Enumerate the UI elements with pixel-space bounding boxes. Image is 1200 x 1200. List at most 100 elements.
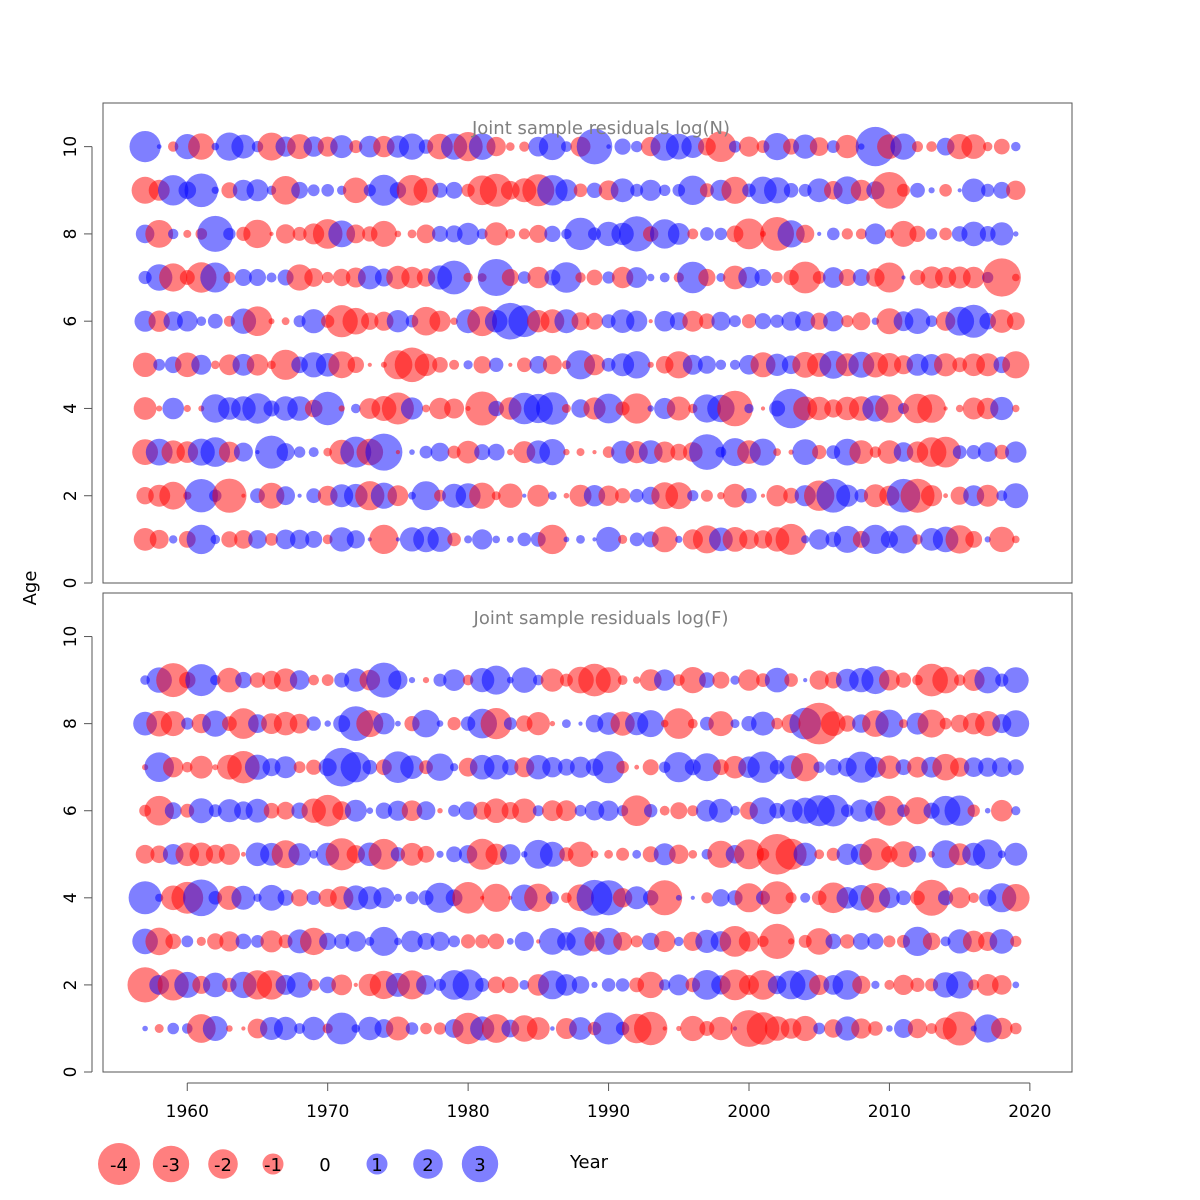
residual-bubble: [258, 482, 285, 509]
residual-bubble: [662, 1026, 667, 1031]
residual-bubble: [361, 312, 379, 330]
residual-bubble: [615, 978, 630, 992]
residual-bubble: [894, 1019, 913, 1038]
residual-bubble: [446, 846, 462, 863]
residual-bubble: [210, 534, 221, 545]
residual-bubble: [883, 935, 896, 948]
residual-bubble: [902, 926, 933, 957]
residual-bubble: [615, 488, 631, 504]
residual-bubble: [595, 927, 623, 955]
bottom-panel-frame: [102, 592, 1073, 1073]
residual-bubble: [592, 537, 597, 542]
residual-bubble: [422, 677, 430, 684]
residual-bubble: [212, 478, 247, 513]
residual-bubble: [540, 668, 565, 692]
residual-bubble: [289, 713, 310, 734]
residual-bubble: [169, 535, 178, 544]
residual-bubble: [670, 802, 688, 820]
residual-bubble: [991, 1017, 1013, 1040]
residual-bubble: [532, 805, 544, 817]
residual-bubble: [708, 798, 733, 823]
residual-bubble: [276, 801, 295, 820]
residual-bubble: [629, 488, 644, 503]
residual-bubble: [306, 488, 322, 504]
residual-bubble: [687, 490, 699, 502]
residual-bubble: [386, 310, 410, 333]
residual-bubble: [699, 672, 715, 688]
residual-bubble: [202, 710, 229, 737]
residual-bubble: [293, 761, 306, 774]
residual-bubble: [874, 795, 905, 826]
residual-bubble: [957, 188, 962, 193]
y-tick-label: 8: [61, 228, 81, 239]
residual-bubble: [217, 799, 241, 823]
legend-label: 3: [474, 1155, 485, 1176]
residual-bubble: [792, 439, 819, 465]
residual-bubble: [839, 715, 856, 732]
residual-bubble: [669, 312, 688, 331]
residual-bubble: [717, 492, 725, 500]
y-tick-label: 4: [61, 892, 81, 903]
residual-bubble: [982, 258, 1021, 297]
residual-bubble: [675, 535, 683, 544]
residual-bubble: [186, 524, 216, 555]
residual-bubble: [502, 976, 519, 994]
legend-label: -4: [110, 1155, 128, 1176]
residual-bubble: [642, 759, 659, 776]
y-tick-label: 10: [61, 136, 81, 158]
residual-bubble: [328, 351, 356, 379]
residual-bubble: [450, 763, 459, 772]
y-tick-label: 0: [61, 578, 81, 589]
residual-bubble: [167, 1022, 179, 1035]
residual-bubble: [859, 838, 892, 871]
residual-bubble: [306, 890, 321, 905]
residual-bubble: [437, 808, 443, 814]
residual-bubble: [692, 753, 721, 782]
residual-bubble: [397, 970, 427, 1000]
residual-bubble: [273, 1016, 298, 1041]
residual-bubble: [841, 228, 853, 240]
residual-bubble: [974, 666, 1001, 694]
residual-bubble: [542, 757, 563, 778]
residual-bubble: [197, 215, 234, 252]
residual-bubble: [475, 977, 490, 992]
residual-bubble: [289, 529, 310, 550]
residual-bubble: [989, 929, 1015, 954]
residual-bubble: [563, 448, 570, 456]
residual-bubble: [344, 799, 367, 822]
residual-bubble: [666, 396, 691, 421]
residual-bubble: [211, 360, 220, 370]
residual-bubble: [809, 974, 830, 996]
residual-bubble: [838, 269, 856, 286]
residual-bubble: [788, 938, 795, 945]
residual-bubble: [263, 802, 280, 819]
residual-bubble: [477, 259, 515, 296]
residual-bubble: [555, 179, 578, 202]
residual-bubble: [400, 755, 424, 779]
residual-bubble: [395, 537, 400, 542]
residual-bubble: [436, 850, 444, 858]
residual-bubble: [586, 182, 603, 198]
legend-label: 0: [319, 1155, 330, 1176]
residual-bubble: [990, 222, 1014, 246]
residual-bubble: [943, 406, 948, 411]
residual-bubble: [370, 220, 397, 247]
residual-bubble: [271, 176, 300, 205]
residual-bubble: [598, 800, 619, 821]
residual-bubble: [575, 272, 586, 283]
residual-bubble: [273, 668, 298, 692]
residual-bubble: [630, 183, 644, 197]
residual-bubble: [328, 220, 356, 248]
residual-bubble: [331, 974, 353, 996]
legend-label: -1: [264, 1155, 282, 1176]
residual-bubble: [634, 1011, 668, 1046]
residual-bubble: [447, 532, 461, 547]
residual-bubble: [133, 397, 157, 420]
residual-bubble: [771, 271, 783, 284]
residual-bubble: [1012, 535, 1020, 544]
residual-bubble: [781, 311, 801, 331]
residual-bubble: [576, 448, 585, 457]
legend-label: 1: [371, 1155, 382, 1176]
residual-bubble: [449, 359, 460, 370]
residual-bubble: [142, 1025, 148, 1032]
